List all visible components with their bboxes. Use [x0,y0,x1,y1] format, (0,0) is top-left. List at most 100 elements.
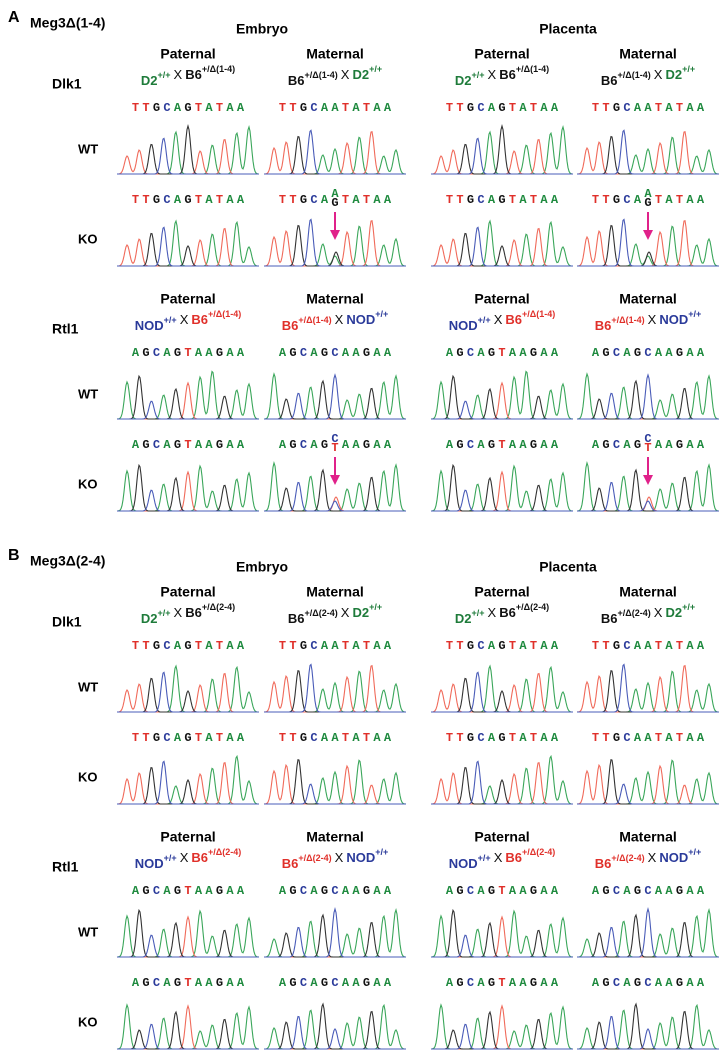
trace [264,135,406,175]
strain: B6 [595,318,612,333]
cross-label: D2+/+ X B6+/Δ(2-4) [141,602,235,626]
gene-label: Rtl1 [52,321,79,337]
trace [431,761,573,805]
arrow-head [330,475,340,485]
strain: D2 [455,73,472,88]
trace [117,760,259,805]
trace [431,226,573,267]
cross-symbol: X [654,67,663,82]
genotype: +/Δ(1-4) [618,70,651,80]
cross-symbol: X [180,312,189,327]
trace [264,1015,406,1050]
trace [117,1023,259,1050]
strain: B6 [595,856,612,871]
strain: D2 [352,605,369,620]
trace [577,129,719,175]
strain: D2 [665,67,682,82]
arrow-head [330,230,340,240]
trace [431,489,573,512]
trace [431,664,573,713]
cross-symbol: X [174,605,183,620]
base-bottom: T [644,441,651,455]
arrow-head [643,230,653,240]
trace [577,663,719,713]
tissue-label: Placenta [539,559,597,575]
strain: B6 [288,611,305,626]
cross-symbol: X [180,850,189,865]
genotype: +/Δ(2-4) [522,847,555,857]
trace [264,1003,406,1050]
cross-label: NOD+/+ X B6+/Δ(1-4) [135,309,241,333]
cross-symbol: X [335,312,344,327]
trace [117,934,259,958]
cross-symbol: X [341,605,350,620]
trace [264,130,406,175]
trace [576,372,719,420]
cross-symbol: X [335,850,344,865]
panel-label: B [8,547,20,564]
trace [577,906,719,958]
cross-label: B6+/Δ(2-4) X D2+/+ [601,602,695,626]
parent-label: Paternal [160,584,215,600]
cross-label: B6+/Δ(1-4) X D2+/+ [288,64,382,88]
trace [431,760,573,805]
parent-label: Maternal [619,46,677,62]
trace [117,489,259,512]
trace [576,664,719,713]
genotype: +/Δ(2-4) [611,853,644,863]
trace [431,137,573,175]
parent-label: Maternal [619,829,677,845]
trace [430,1003,574,1050]
trace [117,137,259,175]
genotype: +/Δ(2-4) [298,853,331,863]
trace [431,1023,573,1050]
genotype: +/+ [158,608,171,618]
tissue-label: Placenta [539,21,597,37]
trace [431,227,573,267]
strain: B6 [499,605,516,620]
trace [577,481,719,512]
base-bottom: T [331,441,338,455]
genotype: +/+ [688,309,701,319]
base-top: A [644,187,652,201]
strain: B6 [185,67,202,82]
cross-label: B6+/Δ(1-4) X D2+/+ [601,64,695,88]
trace [117,1004,259,1050]
trace [431,381,573,420]
cross-label: D2+/+ X B6+/Δ(2-4) [455,602,549,626]
panel-title: Meg3Δ(2-4) [30,553,105,569]
parent-label: Maternal [619,291,677,307]
strain: D2 [665,605,682,620]
genotype: +/Δ(1-4) [305,70,338,80]
cross-label: NOD+/+ X B6+/Δ(2-4) [135,847,241,871]
parent-label: Paternal [474,584,529,600]
strain: NOD [449,318,478,333]
strain: B6 [499,67,516,82]
genotype: +/Δ(1-4) [298,315,331,325]
trace [117,232,259,267]
genotype: +/Δ(1-4) [522,309,555,319]
trace [117,226,259,267]
base-bottom: G [331,196,338,210]
strain: NOD [135,856,164,871]
strain: NOD [659,312,688,327]
tissue-label: Embryo [236,21,288,37]
cross-symbol: X [488,605,497,620]
genotype: +/Δ(2-4) [516,602,549,612]
trace [431,138,573,175]
strain: B6 [601,73,618,88]
row-label: WT [78,386,98,401]
